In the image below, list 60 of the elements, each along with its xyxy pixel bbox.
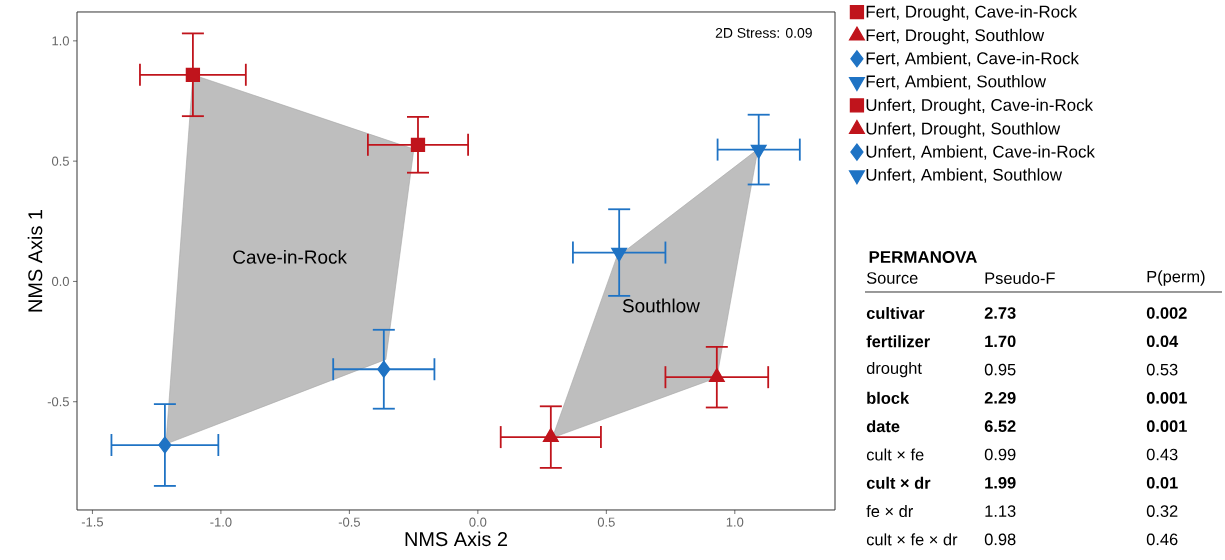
- legend-label: Fert, Ambient, Cave-in-Rock: [866, 51, 1079, 67]
- annotation: 2D Stress: 0.09: [715, 27, 812, 38]
- point: [410, 137, 426, 152]
- legend-label: Unfert, Drought, Southlow: [866, 122, 1061, 138]
- text: PERMANOVA: [869, 250, 977, 263]
- y-tick-label: 1.0: [52, 36, 69, 46]
- text: 6.52: [984, 420, 1016, 432]
- annotation: Cave-in-Rock: [233, 249, 347, 264]
- text: cultivar: [866, 306, 925, 320]
- legend-label: Unfert, Drought, Cave-in-Rock: [866, 98, 1094, 115]
- x-tick-label: -1.0: [210, 517, 232, 527]
- y-tick-label: 0.0: [51, 276, 69, 287]
- text: fertilizer: [866, 335, 930, 348]
- y-tick-label: -0.5: [47, 397, 69, 407]
- text: drought: [866, 361, 922, 378]
- text: date: [866, 420, 900, 433]
- text: 0.53: [1146, 363, 1178, 376]
- text: 0.43: [1146, 448, 1178, 461]
- text: 0.32: [1146, 505, 1178, 517]
- x-tick-label: 0.0: [469, 517, 487, 527]
- text: fe × dr: [866, 505, 913, 518]
- point: [377, 360, 391, 378]
- text: cult × fe × dr: [866, 533, 958, 546]
- text: 0.001: [1146, 420, 1187, 432]
- point: [708, 368, 725, 383]
- text: 0.01: [1146, 476, 1178, 489]
- text: Pseudo-F: [985, 271, 1055, 285]
- x-tick-label: -1.5: [81, 517, 104, 527]
- x-tick-label: -0.5: [338, 517, 360, 527]
- point: [158, 436, 172, 454]
- text: 2.29: [984, 392, 1016, 404]
- y-axis-title: NMS Axis 1: [27, 209, 43, 312]
- text: 0.002: [1146, 307, 1187, 319]
- text: 0.95: [984, 363, 1016, 376]
- legend-label: Unfert, Ambient, Cave-in-Rock: [866, 145, 1095, 160]
- x-axis-title: NMS Axis 2: [405, 531, 508, 547]
- text: 2.73: [984, 307, 1016, 319]
- legend-label: Fert, Drought, Cave-in-Rock: [866, 5, 1078, 21]
- point: [542, 427, 559, 442]
- text: 0.001: [1146, 392, 1187, 404]
- y-tick-label: 0.5: [51, 156, 69, 166]
- text: Source: [866, 272, 918, 284]
- legend-label: Fert, Drought, Southlow: [866, 28, 1045, 45]
- legend-label: Unfert, Ambient, Southlow: [866, 168, 1063, 183]
- text: P(perm): [1147, 270, 1205, 286]
- point: [185, 67, 201, 82]
- text: 1.70: [985, 335, 1016, 348]
- text: 1.99: [985, 476, 1016, 489]
- text: 0.04: [1146, 335, 1179, 348]
- text: 0.99: [984, 448, 1016, 461]
- x-tick-label: 1.0: [726, 517, 744, 527]
- text: 0.98: [984, 533, 1016, 546]
- annotation: Southlow: [622, 298, 700, 313]
- text: 1.13: [985, 505, 1016, 517]
- text: block: [867, 391, 910, 404]
- x-tick-label: 0.5: [597, 517, 615, 527]
- text: cult × fe: [866, 448, 924, 461]
- text: 0.46: [1146, 533, 1178, 546]
- legend-label: Fert, Ambient, Southlow: [866, 74, 1047, 90]
- text: cult × dr: [866, 476, 931, 489]
